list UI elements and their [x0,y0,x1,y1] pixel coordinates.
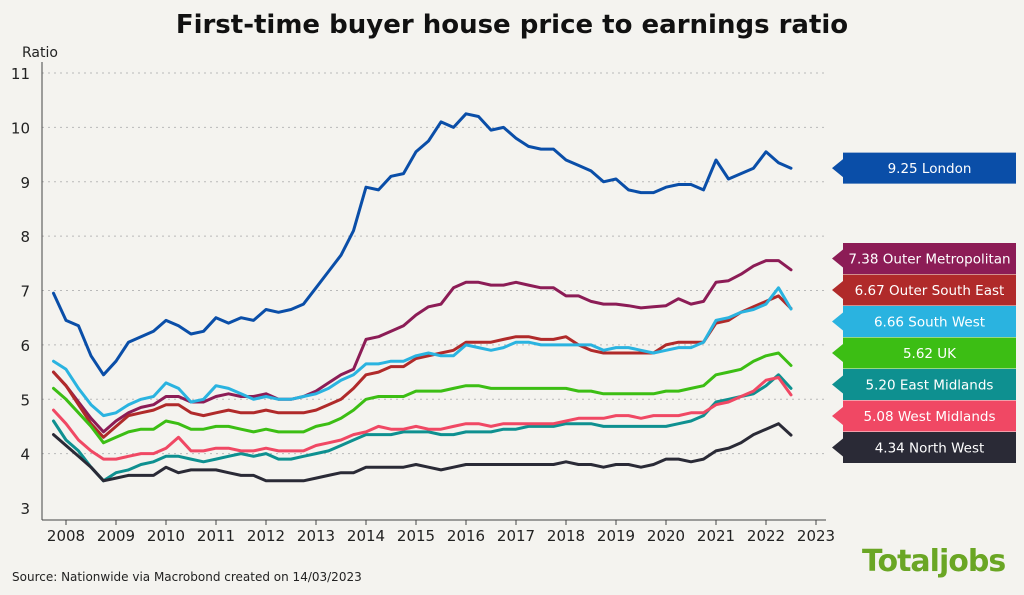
x-tick-label: 2019 [597,527,635,545]
end-label-tag [832,337,1016,369]
x-tick-label: 2021 [697,527,735,545]
y-tick-label: 11 [11,65,30,83]
end-label-outer-metropolitan: 7.38 Outer Metropolitan [832,243,1016,274]
series-line-london [52,112,793,377]
series-lines [52,112,793,483]
series-line-east-midlands [52,373,793,483]
end-label-north-west: 4.34 North West [832,432,1016,463]
series-line-outer-metropolitan [52,259,793,434]
chart-title: First-time buyer house price to earnings… [175,10,849,40]
end-label-text: 7.38 Outer Metropolitan [848,252,1010,268]
series-line-outer-south-east [52,294,793,439]
end-label-tag [832,400,1016,432]
y-tick-label: 6 [20,337,30,355]
end-label-text: 5.08 West Midlands [864,409,996,425]
y-axis-label: Ratio [22,45,58,61]
end-label-text: 4.34 North West [875,441,985,457]
end-label-tag [832,274,1016,306]
series-end-labels: 9.25 London 7.38 Outer Metropolitan 6.67 O… [832,152,1016,463]
x-tick-label: 2023 [797,527,835,545]
end-label-tag [832,306,1016,337]
series-line-uk [52,351,793,445]
x-tick-label: 2020 [647,527,685,545]
totaljobs-logo: Totaljobs [862,544,1006,579]
end-label-text: 6.67 Outer South East [855,283,1005,299]
end-label-text: 5.20 East Midlands [866,378,994,394]
end-label-text: 9.25 London [888,161,972,177]
x-tick-label: 2008 [47,527,85,545]
end-label-tag [832,432,1016,463]
x-tick-label: 2022 [747,527,785,545]
y-tick-label: 3 [20,500,30,518]
end-label-outer-south-east: 6.67 Outer South East [832,274,1016,306]
x-tick-label: 2018 [547,527,585,545]
series-line-north-west [52,422,793,483]
series-line-west-midlands [52,376,793,461]
x-tick-label: 2010 [147,527,185,545]
y-tick-label: 8 [20,228,30,246]
end-label-text: 5.62 UK [903,346,957,362]
x-tick-label: 2017 [497,527,535,545]
y-tick-label: 10 [11,119,30,137]
end-label-text: 6.66 South West [874,315,985,331]
x-tick-label: 2016 [447,527,485,545]
y-tick-label: 5 [20,391,30,409]
x-tick-label: 2012 [247,527,285,545]
x-tick-label: 2011 [197,527,235,545]
axes: 3 4 5 6 7 8 9 10 11 Ratio 2008 2009 2010 2011 2012 2013… [11,45,835,545]
end-label-west-midlands: 5.08 West Midlands [832,400,1016,432]
end-label-london: 9.25 London [832,152,1016,184]
end-label-uk: 5.62 UK [832,337,1016,369]
end-label-tag [832,243,1016,274]
series-line-south-west [52,286,793,418]
source-note: Source: Nationwide via Macrobond created… [12,570,362,584]
y-tick-label: 4 [20,446,30,464]
x-tick-label: 2014 [347,527,385,545]
end-label-tag [832,369,1016,400]
y-tick-label: 7 [20,283,30,301]
x-tick-label: 2009 [97,527,135,545]
end-label-tag [832,152,1016,184]
end-label-east-midlands: 5.20 East Midlands [832,369,1016,400]
x-tick-label: 2015 [397,527,435,545]
x-tick-label: 2013 [297,527,335,545]
y-tick-label: 9 [20,174,30,192]
grid [42,72,826,455]
end-label-south-west: 6.66 South West [832,306,1016,337]
